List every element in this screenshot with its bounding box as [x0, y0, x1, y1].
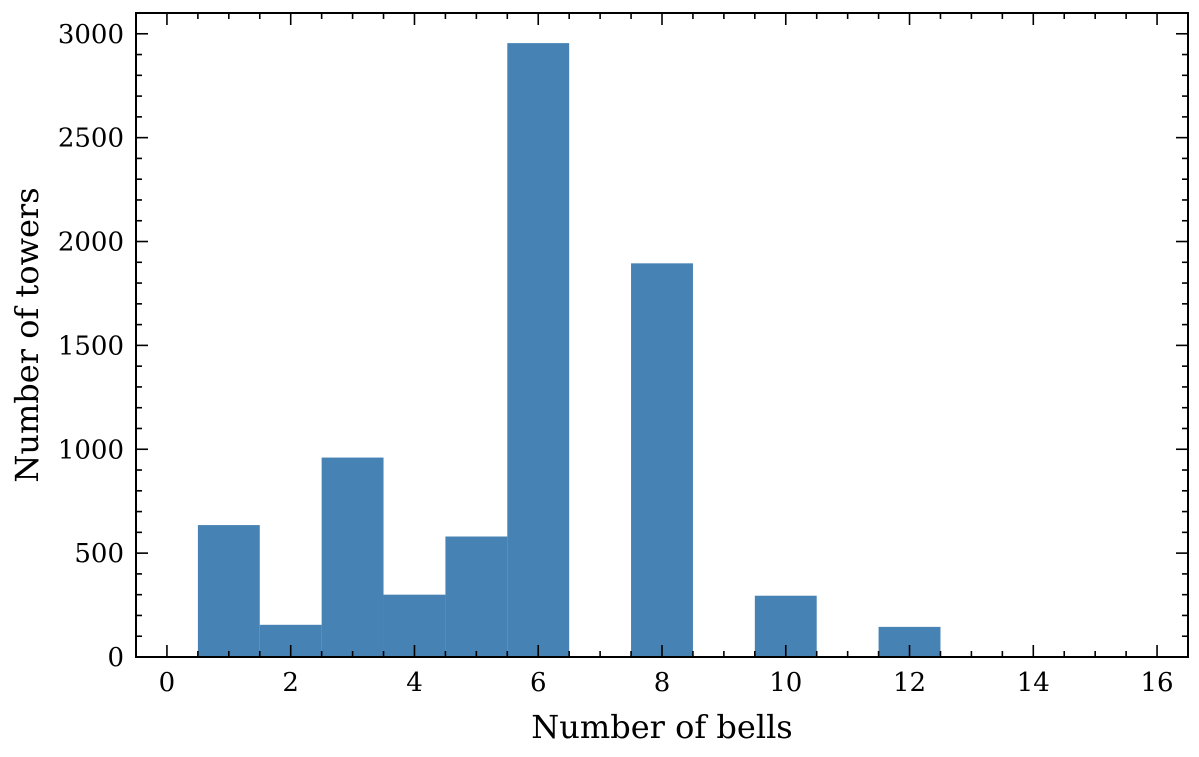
bar-1-bells [197, 525, 260, 657]
bar-8-bells [631, 263, 693, 657]
x-tick-label: 14 [1017, 668, 1050, 698]
tick-labels-group: 0 2 4 6 8 10 12 14 16 0 500 1000 1500 2000 2500 3000 [58, 20, 1174, 698]
y-tick-label: 1500 [58, 331, 124, 361]
ticks-group [136, 12, 1188, 658]
x-tick-label: 6 [530, 668, 547, 698]
x-tick-label: 16 [1141, 668, 1174, 698]
y-tick-label: 3000 [58, 20, 124, 50]
y-tick-label: 2000 [58, 228, 124, 258]
x-tick-label: 0 [159, 668, 176, 698]
x-tick-label: 10 [769, 668, 802, 698]
bars-group [197, 43, 941, 658]
y-tick-label: 500 [74, 539, 124, 569]
x-tick-label: 4 [406, 668, 423, 698]
x-tick-label: 8 [654, 668, 671, 698]
x-tick-label: 12 [893, 668, 926, 698]
bar-5-bells [445, 536, 508, 657]
y-axis-label: Number of towers [8, 187, 46, 482]
bar-3-bells [321, 457, 384, 657]
y-tick-label: 1000 [58, 435, 124, 465]
y-tick-label: 0 [107, 643, 124, 673]
x-axis-label: Number of bells [531, 708, 792, 746]
x-tick-label: 2 [282, 668, 299, 698]
bar-6-bells [507, 43, 570, 658]
y-tick-label: 2500 [58, 124, 124, 154]
